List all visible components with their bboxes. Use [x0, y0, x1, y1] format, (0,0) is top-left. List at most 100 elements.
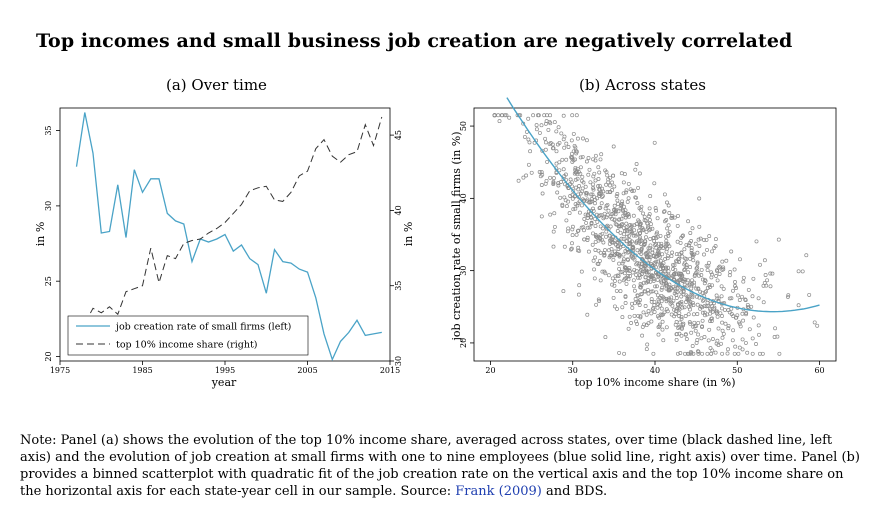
- scatter-point: [736, 351, 741, 356]
- scatter-point: [632, 267, 637, 272]
- scatter-point: [677, 256, 682, 261]
- scatter-point: [727, 296, 732, 301]
- scatter-point: [678, 271, 683, 276]
- scatter-point: [638, 222, 643, 226]
- scatter-point: [670, 214, 675, 218]
- scatter-point: [529, 170, 534, 175]
- scatter-point: [702, 310, 707, 315]
- scatter-point: [692, 324, 697, 329]
- scatter-point: [621, 209, 626, 214]
- scatter-point: [649, 289, 654, 294]
- scatter-point: [681, 321, 686, 326]
- scatter-point: [649, 274, 654, 279]
- scatter-point: [647, 212, 652, 217]
- scatter-point: [773, 326, 778, 331]
- panel-b-y-ticks: 20 30 40 50: [459, 121, 474, 348]
- scatter-point: [686, 243, 691, 248]
- scatter-point: [710, 309, 715, 314]
- scatter-point: [671, 262, 675, 267]
- scatter-point: [702, 252, 706, 257]
- scatter-point: [672, 263, 677, 268]
- scatter-point: [666, 233, 671, 238]
- scatter-point: [612, 279, 617, 283]
- scatter-point: [729, 249, 734, 254]
- scatter-point: [571, 188, 576, 193]
- scatter-point: [548, 175, 553, 180]
- scatter-point: [760, 351, 765, 356]
- scatter-point: [654, 208, 659, 213]
- scatter-point: [539, 123, 544, 128]
- scatter-point: [602, 269, 607, 274]
- scatter-point: [543, 136, 548, 141]
- scatter-point: [689, 246, 694, 251]
- scatter-point: [635, 201, 640, 206]
- scatter-point: [604, 234, 608, 239]
- scatter-point: [606, 208, 611, 213]
- scatter-point: [627, 214, 632, 219]
- scatter-point: [631, 213, 636, 218]
- scatter-point: [656, 241, 661, 246]
- scatter-point: [624, 221, 629, 226]
- scatter-point: [564, 157, 569, 162]
- scatter-point: [699, 273, 704, 277]
- quadratic-fit-line: [506, 97, 820, 313]
- scatter-point: [623, 301, 628, 305]
- scatter-point: [612, 203, 617, 208]
- scatter-point: [561, 137, 566, 142]
- scatter-point: [527, 140, 532, 145]
- scatter-point: [602, 253, 607, 258]
- scatter-point: [634, 240, 639, 245]
- scatter-point: [680, 274, 685, 279]
- scatter-point: [674, 259, 678, 264]
- scatter-point: [731, 328, 736, 333]
- scatter-point: [674, 337, 679, 342]
- scatter-point: [690, 278, 695, 283]
- panel-a-legend: job creation rate of small firms (left) …: [67, 315, 309, 356]
- scatter-point: [707, 234, 712, 239]
- scatter-point: [559, 131, 564, 136]
- scatter-point: [619, 236, 624, 241]
- scatter-point: [537, 130, 542, 135]
- scatter-point: [593, 255, 598, 260]
- scatter-point: [733, 284, 737, 288]
- scatter-point: [578, 155, 583, 160]
- scatter-point: [632, 188, 636, 193]
- scatter-point: [653, 255, 658, 260]
- scatter-point: [693, 241, 698, 246]
- scatter-point: [570, 196, 575, 201]
- scatter-point: [551, 180, 556, 185]
- scatter-point: [575, 229, 580, 233]
- scatter-point: [660, 285, 665, 290]
- scatter-point: [644, 268, 649, 273]
- scatter-point: [539, 170, 544, 175]
- scatter-point: [646, 214, 651, 219]
- scatter-point: [660, 319, 665, 324]
- scatter-point: [720, 328, 725, 333]
- scatter-point: [552, 120, 557, 125]
- scatter-point: [694, 286, 699, 291]
- scatter-point: [682, 277, 687, 282]
- scatter-point: [626, 181, 631, 186]
- scatter-point: [598, 232, 603, 237]
- scatter-point: [648, 255, 653, 260]
- scatter-point: [627, 314, 632, 319]
- scatter-point: [685, 278, 690, 283]
- scatter-point: [540, 148, 545, 153]
- scatter-point: [573, 157, 577, 162]
- panel-b-y-label: job creation rate of small firms (in %): [450, 131, 463, 342]
- scatter-point: [659, 241, 664, 246]
- scatter-point: [643, 304, 648, 308]
- scatter-point: [596, 184, 601, 189]
- scatter-point: [747, 327, 752, 332]
- scatter-point: [710, 249, 714, 254]
- scatter-point: [608, 253, 613, 258]
- scatter-point: [683, 256, 688, 261]
- scatter-point: [617, 261, 622, 266]
- scatter-point: [634, 222, 639, 226]
- scatter-point: [593, 248, 598, 252]
- scatter-point: [577, 283, 582, 288]
- scatter-point: [605, 202, 610, 207]
- citation-link[interactable]: Frank (2009): [455, 484, 542, 499]
- scatter-point: [677, 307, 682, 312]
- scatter-point: [741, 279, 746, 284]
